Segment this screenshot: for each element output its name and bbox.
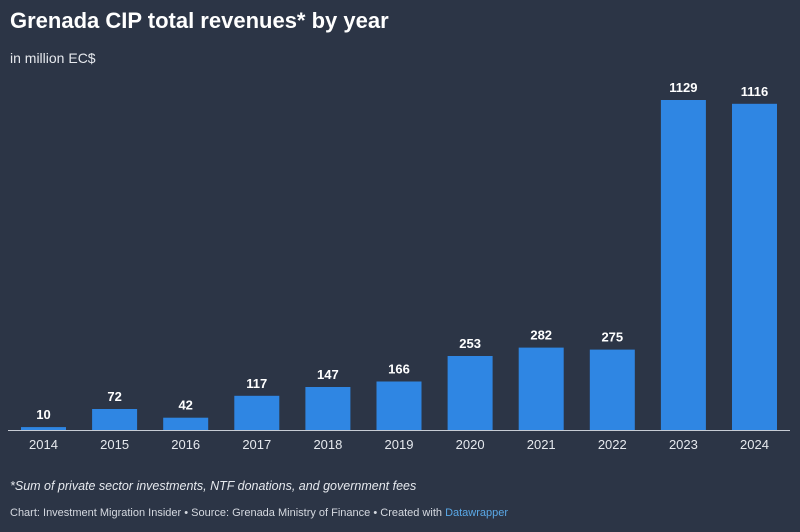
x-tick-label-2019: 2019 — [385, 437, 414, 452]
credits-text: Chart: Investment Migration Insider • So… — [10, 507, 442, 519]
data-label-2015: 72 — [107, 389, 121, 404]
datawrapper-link[interactable]: Datawrapper — [445, 507, 509, 519]
bar-2024 — [732, 103, 777, 431]
bar-2014 — [21, 427, 66, 430]
data-label-2016: 42 — [178, 398, 192, 413]
data-label-2024: 1116 — [741, 84, 769, 99]
bar-2016 — [163, 417, 209, 430]
x-tick-label-2022: 2022 — [598, 437, 627, 452]
data-label-2022: 275 — [601, 330, 623, 345]
x-tick-label-2015: 2015 — [100, 437, 129, 452]
data-label-2018: 147 — [317, 367, 339, 382]
chart-credits: Chart: Investment Migration Insider • So… — [10, 507, 508, 519]
x-tick-label-2017: 2017 — [242, 437, 271, 452]
data-label-2023: 1129 — [669, 80, 697, 95]
bar-2017 — [234, 395, 280, 430]
bar-2019 — [376, 381, 422, 430]
chart-title: Grenada CIP total revenues* by year — [10, 8, 389, 33]
x-tick-label-2023: 2023 — [669, 437, 698, 452]
data-label-2020: 253 — [459, 336, 481, 351]
bar-2018 — [305, 387, 351, 430]
x-tick-label-2018: 2018 — [313, 437, 342, 452]
x-tick-label-2016: 2016 — [171, 437, 200, 452]
chart-footnote: *Sum of private sector investments, NTF … — [10, 479, 417, 493]
x-tick-label-2014: 2014 — [29, 437, 58, 452]
data-label-2019: 166 — [388, 362, 410, 377]
x-tick-label-2021: 2021 — [527, 437, 556, 452]
data-label-2021: 282 — [530, 328, 552, 343]
bar-2023 — [660, 100, 706, 430]
chart-subtitle: in million EC$ — [10, 50, 96, 66]
data-label-2014: 10 — [36, 407, 50, 422]
x-tick-label-2024: 2024 — [740, 437, 769, 452]
bar-2021 — [518, 347, 564, 430]
data-label-2017: 117 — [246, 376, 267, 391]
bar-2022 — [589, 349, 635, 430]
bar-2015 — [92, 409, 138, 430]
bar-2020 — [447, 356, 493, 430]
x-tick-label-2020: 2020 — [456, 437, 485, 452]
